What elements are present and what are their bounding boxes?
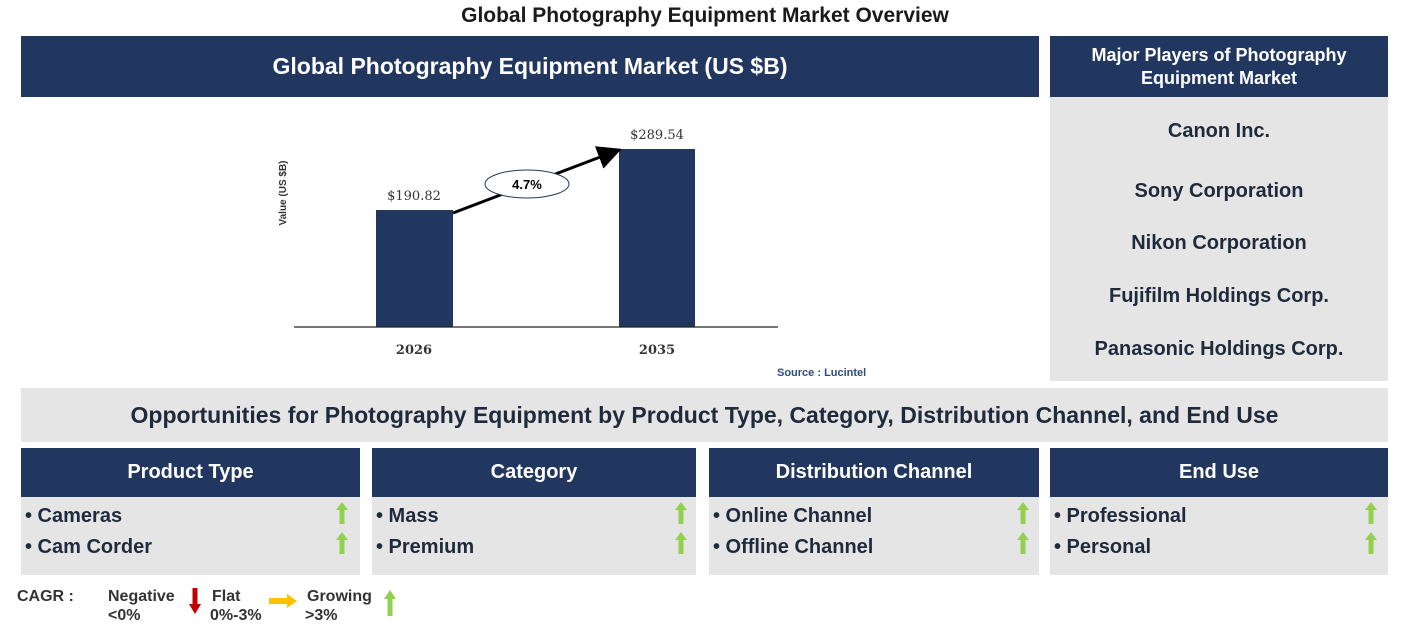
segment-item: • Cameras [25, 505, 123, 527]
x-tick-label: 2035 [639, 343, 675, 358]
segment-item: • Cam Corder [25, 536, 153, 558]
negative-arrow-icon [189, 588, 201, 614]
cagr-label: 4.7% [512, 177, 542, 192]
page-title: Global Photography Equipment Market Over… [461, 4, 949, 27]
growing-arrow-icon [336, 532, 348, 554]
legend-growing-name: Growing [307, 588, 372, 605]
growing-arrow-icon [1365, 532, 1377, 554]
segment-item: • Offline Channel [713, 536, 874, 558]
legend-negative-name: Negative [108, 588, 175, 605]
players-header-label: Major Players of Photography Equipment M… [1091, 44, 1347, 88]
segment-title: Distribution Channel [775, 461, 973, 483]
x-tick-label: 2026 [396, 343, 432, 358]
bar-value-label: $289.54 [630, 128, 684, 143]
growing-arrow-icon [675, 502, 687, 524]
chart-header: Global Photography Equipment Market (US … [21, 36, 1039, 97]
legend-negative-range: <0% [108, 607, 141, 624]
players-header: Major Players of Photography Equipment M… [1050, 36, 1388, 97]
bar-2026 [376, 210, 453, 327]
cagr-ellipse [484, 169, 570, 199]
segment-body-distribution-channel: • Online Channel • Offline Channel [709, 497, 1039, 575]
segment-item: • Premium [376, 536, 475, 558]
player-item: Panasonic Holdings Corp. [1094, 338, 1344, 360]
segment-item: • Personal [1054, 536, 1152, 558]
segment-header-product-type: Product Type [21, 448, 360, 497]
segment-header-end-use: End Use [1050, 448, 1388, 497]
flat-arrow-icon [269, 594, 297, 608]
opportunities-banner: Opportunities for Photography Equipment … [21, 388, 1388, 442]
bar-chart: Value (US $B) $190.82 $289.54 2026 2035 … [278, 128, 778, 358]
cagr-legend: CAGR : Negative <0% Flat 0%-3% Growing >… [0, 582, 420, 632]
legend-flat-name: Flat [212, 588, 241, 605]
bar-2035 [619, 149, 695, 327]
segment-item: • Professional [1054, 505, 1187, 527]
opportunities-banner-label: Opportunities for Photography Equipment … [130, 401, 1279, 428]
growing-arrow-icon [1017, 532, 1029, 554]
segment-item: • Online Channel [713, 505, 873, 527]
segment-title: End Use [1178, 461, 1260, 483]
legend-growing-range: >3% [305, 607, 338, 624]
y-axis-label: Value (US $B) [278, 160, 289, 225]
segment-header-distribution-channel: Distribution Channel [709, 448, 1039, 497]
segment-title: Product Type [127, 461, 254, 483]
chart-header-label: Global Photography Equipment Market (US … [272, 53, 788, 79]
player-item: Nikon Corporation [1131, 232, 1307, 254]
segment-header-category: Category [372, 448, 696, 497]
segment-title: Category [490, 461, 578, 483]
growing-arrow-icon [384, 590, 396, 616]
segment-body-end-use: • Professional • Personal [1050, 497, 1388, 575]
segment-item: • Mass [376, 505, 439, 527]
player-item: Fujifilm Holdings Corp. [1109, 285, 1329, 307]
growing-arrow-icon [1365, 502, 1377, 524]
legend-label: CAGR : [17, 588, 74, 605]
segment-body-category: • Mass • Premium [372, 497, 696, 575]
bar-value-label: $190.82 [387, 189, 441, 204]
players-list: Canon Inc. Sony Corporation Nikon Corpor… [1050, 97, 1388, 381]
legend-flat-range: 0%-3% [210, 607, 262, 624]
growing-arrow-icon [675, 532, 687, 554]
source-label: Source : Lucintel [777, 367, 867, 379]
player-item: Sony Corporation [1134, 180, 1304, 202]
growing-arrow-icon [336, 502, 348, 524]
player-item: Canon Inc. [1167, 120, 1271, 142]
segment-body-product-type: • Cameras • Cam Corder [21, 497, 360, 575]
growing-arrow-icon [1017, 502, 1029, 524]
